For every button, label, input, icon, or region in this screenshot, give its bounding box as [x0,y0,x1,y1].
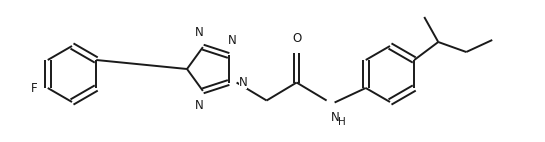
Text: H: H [337,117,346,127]
Text: N: N [228,35,237,47]
Text: N: N [195,26,203,39]
Text: N: N [195,99,203,112]
Text: N: N [239,76,247,89]
Text: F: F [31,82,38,94]
Text: O: O [292,32,301,45]
Text: N: N [331,110,340,124]
